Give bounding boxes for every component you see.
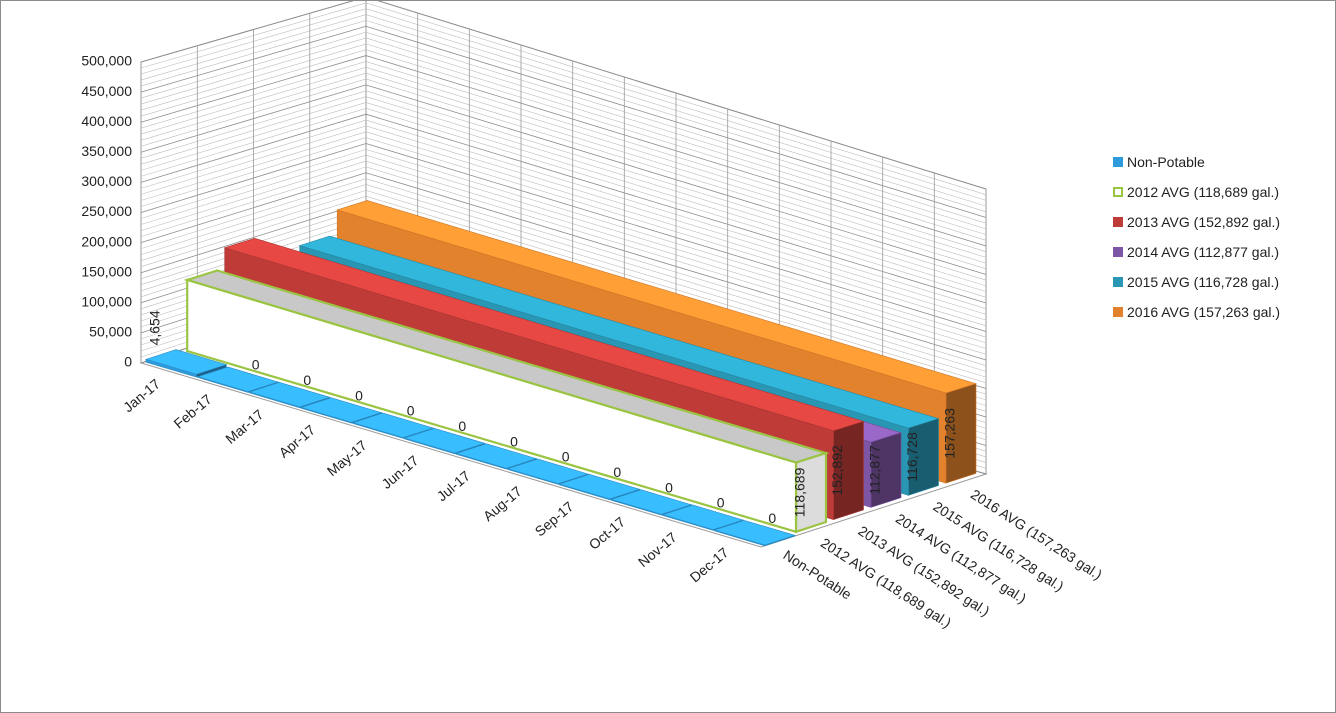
x-tick-label: Mar-17 (222, 406, 266, 447)
x-tick-label: Feb-17 (171, 391, 215, 432)
x-tick-label: Jul-17 (434, 467, 474, 504)
data-label-2: 152,892 (829, 445, 845, 496)
legend-swatch (1113, 157, 1123, 167)
legend-item: 2013 AVG (152,892 gal.) (1113, 207, 1333, 237)
bar-1-front (186, 278, 798, 534)
data-label-3: 112,877 (867, 445, 883, 495)
data-label-5: 157,263 (942, 408, 958, 459)
data-label: 0 (303, 372, 311, 388)
y-tick-label: 150,000 (81, 263, 132, 279)
legend-item: 2016 AVG (157,263 gal.) (1113, 297, 1333, 327)
x-tick-label: Nov-17 (635, 529, 680, 570)
y-tick-label: 250,000 (81, 203, 132, 219)
x-tick-label: Aug-17 (480, 483, 525, 524)
legend-label: 2015 AVG (116,728 gal.) (1127, 274, 1280, 290)
legend-item: 2014 AVG (112,877 gal.) (1113, 237, 1333, 267)
x-tick-label: May-17 (324, 437, 370, 479)
legend: Non-Potable 2012 AVG (118,689 gal.) 2013 A… (1113, 147, 1333, 327)
legend-label: Non-Potable (1127, 154, 1205, 170)
bar-0-0-front (145, 358, 197, 378)
data-label: 0 (768, 510, 776, 526)
legend-label: 2014 AVG (112,877 gal.) (1127, 244, 1280, 260)
legend-swatch (1113, 277, 1123, 287)
chart-bars (144, 200, 978, 547)
bar-0-8-front (558, 483, 611, 501)
y-tick-label: 200,000 (81, 233, 132, 249)
y-tick-label: 450,000 (81, 83, 132, 99)
data-label: 0 (613, 464, 621, 480)
legend-item: Non-Potable (1113, 147, 1333, 177)
legend-item: 2015 AVG (116,728 gal.) (1113, 267, 1333, 297)
bar-0-11-front (713, 529, 766, 547)
y-tick-label: 300,000 (81, 173, 132, 189)
legend-swatch (1113, 307, 1123, 317)
x-tick-label: Oct-17 (586, 513, 629, 552)
data-label: 0 (355, 387, 363, 403)
legend-swatch (1113, 217, 1123, 227)
y-tick-label: 50,000 (89, 324, 132, 340)
data-label: 0 (562, 449, 570, 465)
bar-0-5-front (403, 437, 456, 455)
data-label: 4,654 (147, 310, 163, 345)
x-tick-label: Apr-17 (276, 421, 319, 460)
legend-label: 2012 AVG (118,689 gal.) (1127, 184, 1280, 200)
y-tick-label: 350,000 (81, 143, 132, 159)
x-tick-label: Jan-17 (120, 375, 163, 415)
x-tick-label: Dec-17 (687, 544, 732, 585)
legend-swatch (1113, 247, 1123, 257)
x-tick-label: Jun-17 (378, 452, 421, 492)
data-label: 0 (717, 495, 725, 511)
y-tick-label: 400,000 (81, 113, 132, 129)
data-label: 0 (458, 418, 466, 434)
data-label: 0 (665, 479, 673, 495)
legend-label: 2013 AVG (152,892 gal.) (1127, 214, 1281, 230)
legend-swatch (1113, 187, 1123, 197)
data-label-4: 116,728 (904, 432, 920, 482)
data-label: 0 (252, 357, 260, 373)
y-tick-label: 500,000 (81, 53, 132, 69)
y-tick-label: 0 (124, 354, 132, 370)
y-tick-label: 100,000 (81, 294, 132, 310)
legend-item: 2012 AVG (118,689 gal.) (1113, 177, 1333, 207)
data-label: 0 (510, 433, 518, 449)
x-tick-label: Sep-17 (532, 498, 577, 539)
data-label: 0 (407, 403, 415, 419)
legend-label: 2016 AVG (157,263 gal.) (1127, 304, 1281, 320)
data-label-1: 118,689 (792, 467, 808, 517)
